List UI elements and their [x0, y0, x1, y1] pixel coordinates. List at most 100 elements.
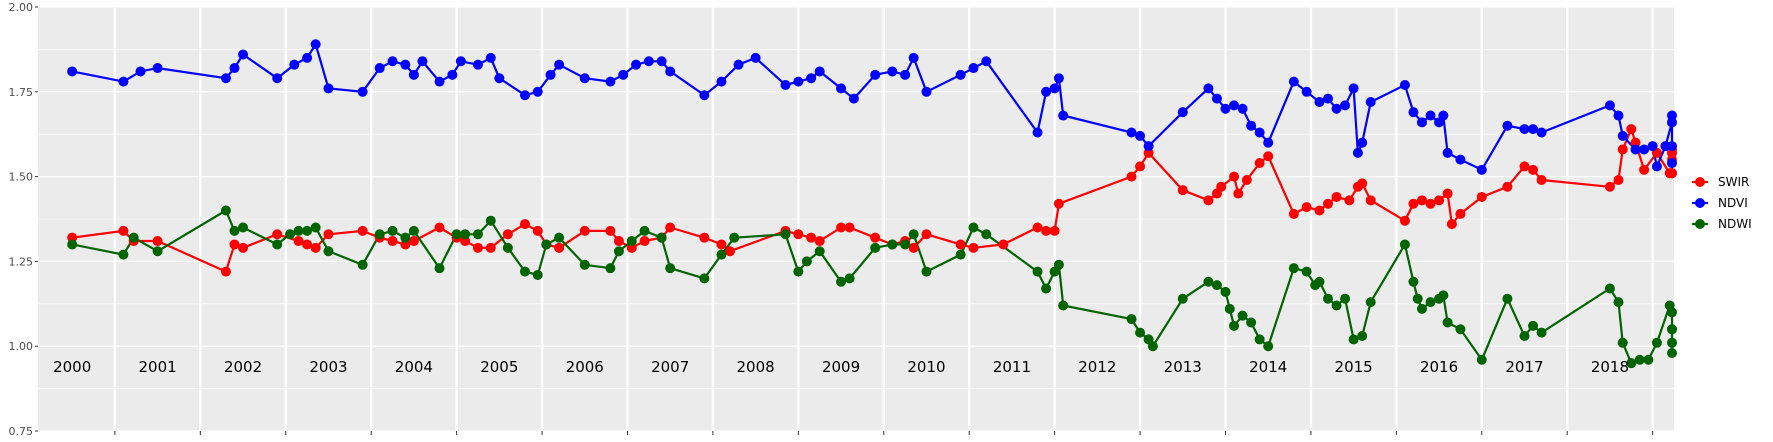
- data-point-ndwi: [541, 239, 552, 250]
- data-point-ndwi: [1224, 303, 1235, 314]
- y-tick-label: 0.75: [9, 425, 34, 438]
- data-point-swir: [1604, 181, 1615, 192]
- data-point-swir: [310, 242, 321, 253]
- data-point-ndvi: [1617, 130, 1628, 141]
- data-point-ndvi: [1126, 127, 1137, 138]
- year-label: 2007: [651, 358, 689, 376]
- data-point-ndwi: [656, 232, 667, 243]
- data-point-ndvi: [1301, 86, 1312, 97]
- data-point-swir: [323, 229, 334, 240]
- legend-label-swir: SWIR: [1718, 175, 1749, 189]
- data-point-swir: [238, 242, 249, 253]
- data-point-swir: [1203, 195, 1214, 206]
- data-point-ndvi: [814, 66, 825, 77]
- data-point-ndwi: [272, 239, 283, 250]
- data-point-ndvi: [1528, 124, 1539, 135]
- data-point-ndvi: [135, 66, 146, 77]
- year-label: 2014: [1249, 358, 1287, 376]
- data-point-swir: [554, 242, 565, 253]
- data-point-ndvi: [238, 49, 249, 60]
- data-point-ndvi: [643, 56, 654, 67]
- data-point-ndvi: [400, 59, 411, 70]
- data-point-ndwi: [955, 249, 966, 260]
- data-point-ndvi: [118, 76, 129, 87]
- data-point-swir: [1399, 215, 1410, 226]
- data-point-ndvi: [1340, 100, 1351, 111]
- data-point-ndwi: [1058, 300, 1069, 311]
- data-point-ndvi: [152, 63, 163, 74]
- data-point-ndvi: [1604, 100, 1615, 111]
- data-point-swir: [293, 236, 304, 247]
- data-point-ndwi: [1667, 307, 1677, 318]
- data-point-ndvi: [323, 83, 334, 94]
- data-point-ndwi: [67, 239, 78, 250]
- y-tick-label: 1.50: [9, 171, 34, 184]
- data-point-ndwi: [128, 232, 139, 243]
- data-point-ndvi: [485, 52, 496, 63]
- data-point-swir: [844, 222, 855, 233]
- data-point-swir: [955, 239, 966, 250]
- data-point-ndvi: [1041, 86, 1052, 97]
- data-point-ndwi: [981, 229, 992, 240]
- data-point-ndvi: [545, 69, 556, 80]
- data-point-ndwi: [1455, 324, 1466, 335]
- legend-key-point: [1695, 198, 1705, 208]
- data-point-ndwi: [968, 222, 979, 233]
- legend-key-point: [1695, 219, 1705, 229]
- data-point-ndvi: [1651, 161, 1662, 172]
- legend: SWIR NDVI NDWI: [1692, 175, 1752, 231]
- data-point-swir: [793, 229, 804, 240]
- data-point-ndvi: [870, 69, 881, 80]
- data-point-ndvi: [1425, 110, 1436, 121]
- data-point-swir: [1032, 222, 1043, 233]
- data-point-ndwi: [118, 249, 129, 260]
- data-point-swir: [272, 229, 283, 240]
- data-point-swir: [1041, 225, 1052, 236]
- year-label: 2011: [993, 358, 1031, 376]
- data-point-ndwi: [844, 273, 855, 284]
- data-point-swir: [1365, 195, 1376, 206]
- data-point-ndwi: [1211, 280, 1222, 291]
- year-label: 2012: [1078, 358, 1116, 376]
- data-point-ndwi: [408, 225, 419, 236]
- data-point-ndvi: [1049, 83, 1060, 94]
- data-point-ndwi: [1246, 317, 1257, 328]
- series-line-ndwi: [71, 209, 1674, 365]
- year-label: 2002: [224, 358, 262, 376]
- data-point-swir: [1536, 174, 1547, 185]
- data-point-ndvi: [554, 59, 565, 70]
- data-point-ndvi: [836, 83, 847, 94]
- data-point-ndwi: [1643, 354, 1654, 365]
- data-point-swir: [1241, 174, 1252, 185]
- data-point-ndwi: [1323, 293, 1334, 304]
- data-point-swir: [1357, 178, 1368, 189]
- data-point-ndwi: [605, 263, 616, 274]
- data-point-swir: [302, 239, 313, 250]
- data-point-ndvi: [1135, 130, 1146, 141]
- data-point-ndwi: [400, 232, 411, 243]
- data-point-ndwi: [1263, 341, 1274, 352]
- data-point-ndwi: [870, 242, 881, 253]
- data-point-ndvi: [472, 59, 483, 70]
- data-point-swir: [1263, 151, 1274, 162]
- data-point-swir: [716, 239, 727, 250]
- data-point-swir: [519, 219, 530, 230]
- data-point-ndvi: [1476, 164, 1487, 175]
- data-point-ndvi: [1357, 137, 1368, 148]
- data-point-ndwi: [1416, 303, 1427, 314]
- data-point-swir: [532, 225, 543, 236]
- data-point-ndvi: [519, 90, 530, 101]
- data-point-ndwi: [1667, 324, 1677, 335]
- data-point-swir: [1288, 208, 1299, 219]
- data-point-swir: [118, 225, 129, 236]
- data-point-ndvi: [1237, 103, 1248, 114]
- data-point-ndwi: [1032, 266, 1043, 277]
- data-point-ndwi: [302, 225, 313, 236]
- data-point-swir: [806, 232, 817, 243]
- data-point-ndvi: [302, 52, 313, 63]
- data-point-swir: [1416, 195, 1427, 206]
- data-point-ndwi: [1626, 358, 1637, 369]
- data-point-swir: [1667, 168, 1677, 179]
- data-point-ndvi: [887, 66, 898, 77]
- data-point-swir: [1053, 198, 1064, 209]
